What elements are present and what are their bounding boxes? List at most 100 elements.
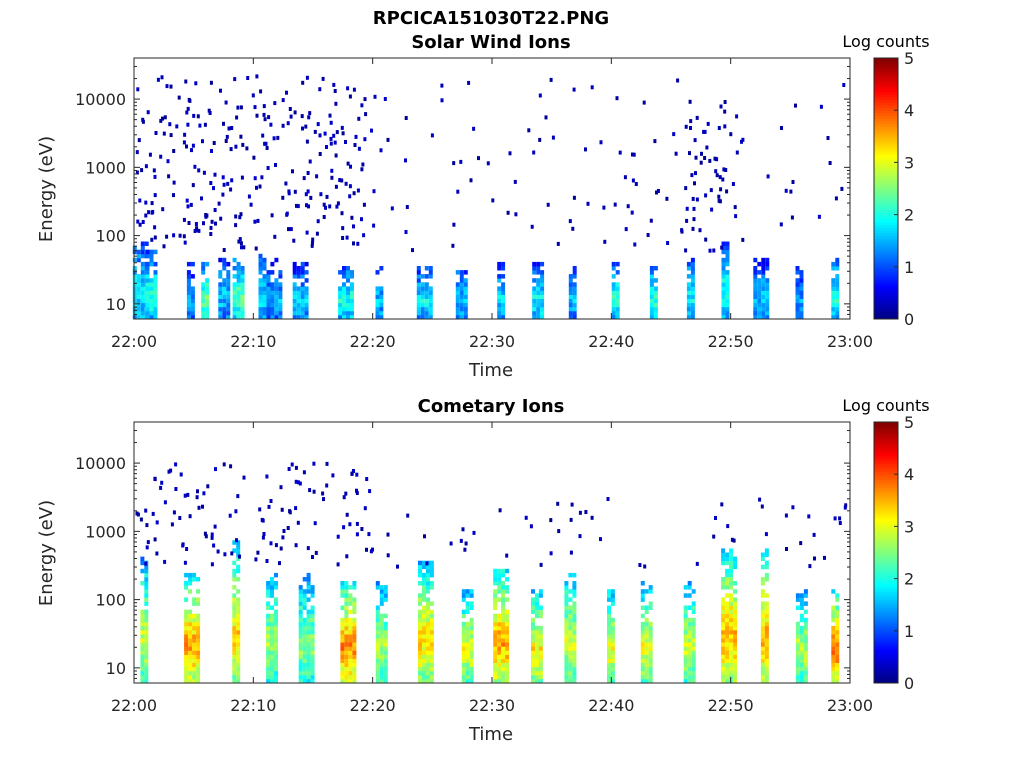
- count-cell: [267, 115, 271, 120]
- count-cell: [196, 658, 201, 663]
- x-tick-label: 22:50: [708, 332, 754, 351]
- count-cell: [461, 527, 465, 532]
- count-cell: [266, 650, 271, 655]
- count-cell: [803, 593, 808, 598]
- count-cell: [795, 294, 800, 299]
- count-cell: [426, 654, 430, 659]
- count-cell: [352, 581, 357, 586]
- count-cell: [224, 139, 228, 143]
- colorbar-swatch: [874, 672, 898, 676]
- count-cell: [690, 294, 695, 299]
- count-cell: [329, 120, 333, 125]
- count-cell: [149, 286, 154, 291]
- count-cell: [729, 568, 734, 574]
- count-cell: [799, 601, 804, 606]
- count-cell: [232, 266, 237, 271]
- count-cell: [549, 77, 553, 82]
- count-cell: [228, 513, 232, 518]
- count-cell: [159, 154, 163, 159]
- count-cell: [760, 674, 765, 680]
- count-cell: [352, 670, 357, 676]
- count-cell: [715, 157, 719, 162]
- count-cell: [733, 560, 738, 566]
- count-cell: [310, 658, 315, 663]
- count-cell: [501, 613, 506, 619]
- count-cell: [611, 290, 616, 295]
- count-cell: [648, 585, 653, 590]
- count-cell: [226, 310, 231, 316]
- count-cell: [196, 670, 201, 676]
- count-cell: [153, 314, 158, 320]
- count-cell: [144, 650, 149, 655]
- count-cell: [422, 658, 426, 663]
- count-cell: [302, 617, 307, 623]
- count-cell: [362, 233, 366, 238]
- count-cell: [648, 670, 653, 676]
- count-cell: [172, 233, 176, 238]
- count-cell: [835, 266, 840, 271]
- count-cell: [568, 589, 573, 594]
- count-cell: [648, 621, 653, 627]
- count-cell: [149, 298, 154, 304]
- count-cell: [360, 167, 364, 172]
- count-cell: [304, 192, 308, 197]
- colorbar-swatch: [874, 253, 898, 257]
- count-cell: [192, 617, 197, 623]
- count-cell: [459, 290, 464, 295]
- count-cell: [508, 151, 512, 156]
- count-cell: [757, 310, 762, 316]
- count-cell: [493, 589, 498, 594]
- count-cell: [607, 593, 611, 598]
- count-cell: [184, 621, 189, 627]
- count-cell: [310, 638, 315, 643]
- count-cell: [803, 646, 808, 651]
- count-cell: [615, 314, 620, 320]
- count-cell: [721, 650, 726, 655]
- count-cell: [266, 625, 271, 631]
- count-cell: [721, 666, 726, 672]
- count-cell: [383, 593, 388, 598]
- count-cell: [310, 670, 315, 676]
- count-cell: [281, 195, 285, 200]
- count-cell: [689, 126, 692, 130]
- count-cell: [717, 194, 721, 199]
- count-cell: [262, 314, 267, 320]
- count-cell: [217, 201, 221, 206]
- count-cell: [266, 585, 271, 590]
- count-cell: [653, 298, 658, 304]
- count-cell: [648, 638, 653, 643]
- count-cell: [300, 298, 305, 304]
- count-cell: [321, 76, 325, 81]
- count-cell: [607, 609, 611, 615]
- count-cell: [247, 194, 251, 199]
- count-cell: [640, 666, 645, 672]
- count-cell: [298, 654, 303, 659]
- count-cell: [302, 658, 307, 663]
- count-cell: [255, 113, 259, 118]
- count-cell: [153, 174, 157, 179]
- count-cell: [416, 310, 421, 316]
- count-cell: [735, 150, 739, 155]
- count-cell: [298, 670, 303, 676]
- count-cell: [599, 537, 602, 542]
- colorbar-swatch: [874, 479, 898, 483]
- count-cell: [615, 286, 620, 291]
- count-cell: [831, 670, 836, 676]
- count-cell: [258, 290, 263, 295]
- count-cell: [578, 534, 582, 539]
- count-cell: [144, 589, 149, 594]
- count-cell: [373, 94, 377, 99]
- count-cell: [564, 601, 569, 606]
- count-cell: [375, 621, 380, 627]
- count-cell: [689, 119, 693, 124]
- count-cell: [626, 204, 630, 209]
- count-cell: [429, 617, 434, 623]
- count-cell: [136, 219, 140, 224]
- count-cell: [618, 150, 622, 155]
- count-cell: [140, 634, 145, 639]
- count-cell: [538, 650, 543, 655]
- count-cell: [461, 638, 466, 643]
- count-cell: [760, 621, 765, 627]
- count-cell: [202, 491, 206, 496]
